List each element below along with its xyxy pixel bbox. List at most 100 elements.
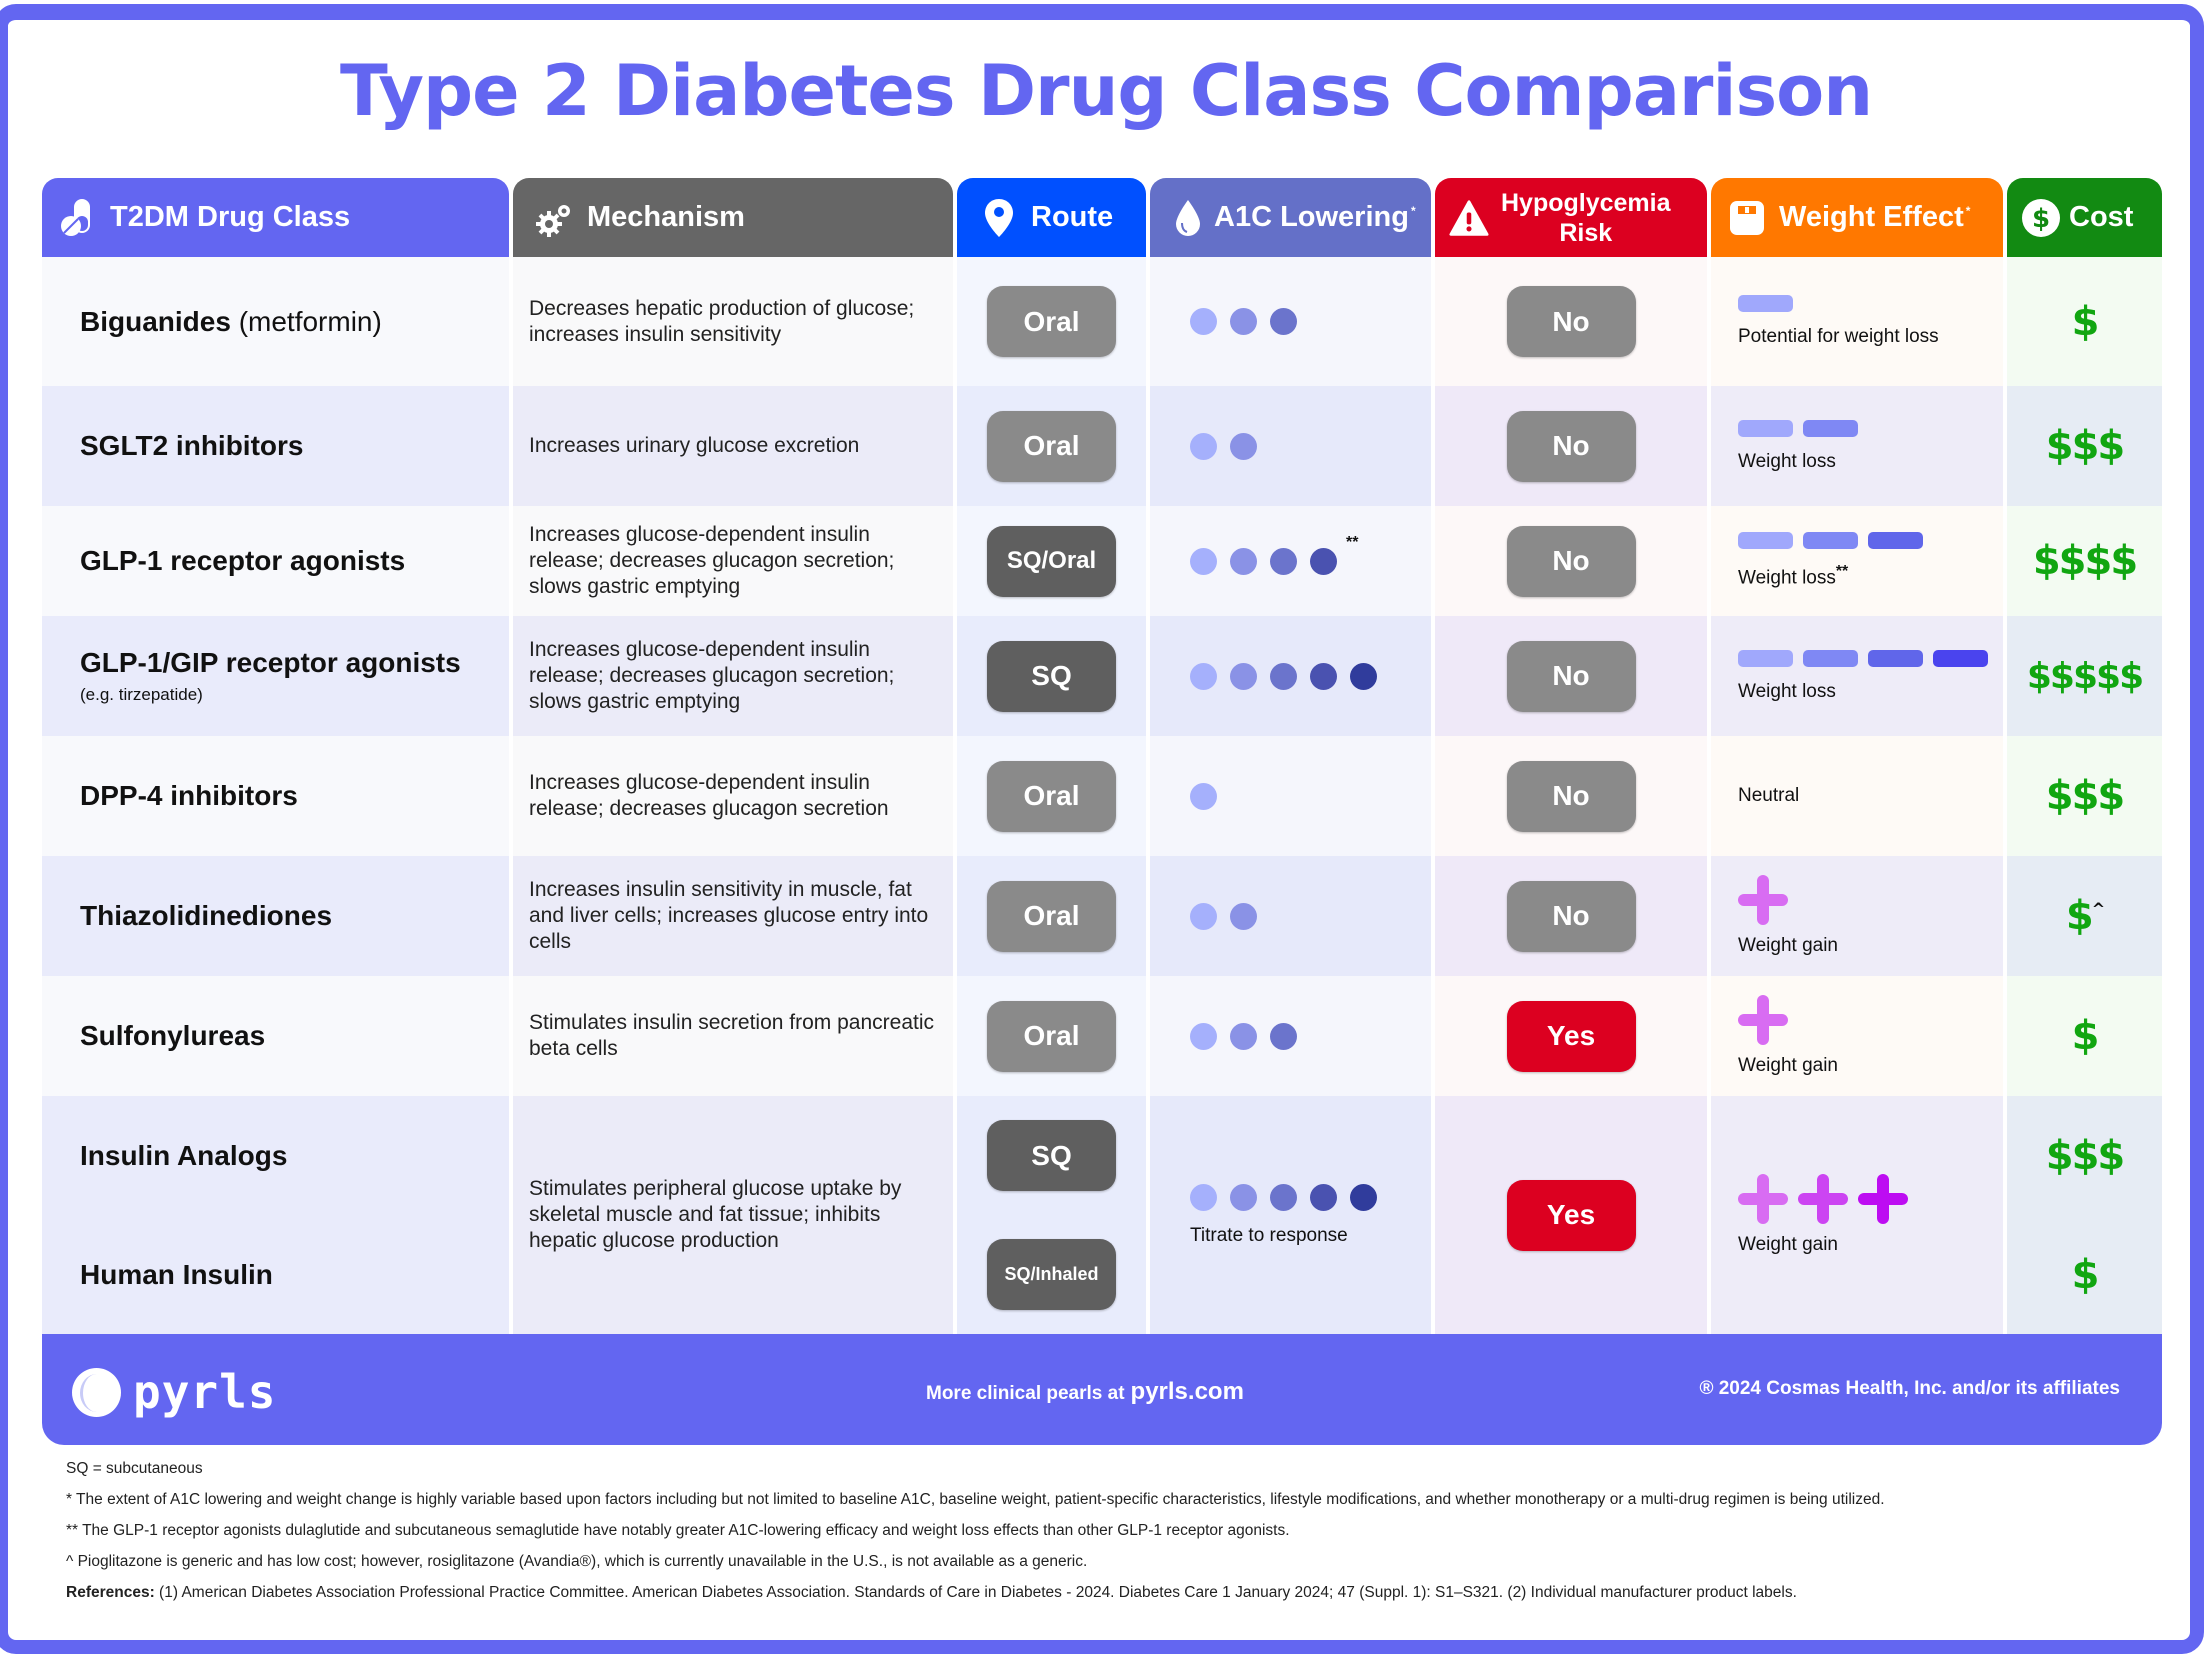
drug-class-name: Sulfonylureas	[80, 1020, 265, 1052]
cost-value: $$$$	[2032, 538, 2138, 584]
table-cell: No	[1435, 386, 1707, 506]
a1c-dot	[1190, 308, 1217, 335]
header-hypoglycemia: Hypoglycemia Risk	[1435, 178, 1707, 257]
table-cell: DPP-4 inhibitors	[42, 736, 509, 856]
hypoglycemia-badge: Yes	[1506, 1000, 1636, 1072]
table-cell: Potential for weight loss	[1711, 257, 2003, 386]
header-drug-class: T2DM Drug Class	[42, 178, 509, 257]
header-label: Route	[1031, 201, 1114, 233]
location-pin-icon	[979, 198, 1019, 238]
cost-value: $^	[2066, 893, 2105, 939]
table-cell: Increases glucose-dependent insulin rele…	[513, 616, 953, 736]
a1c-dot	[1190, 432, 1217, 460]
weight-loss-bars	[1738, 295, 1793, 312]
weight-label: Potential for weight loss	[1738, 326, 1939, 348]
mechanism-text: Increases glucose-dependent insulin rele…	[529, 771, 889, 820]
a1c-rating	[1150, 662, 1377, 690]
cost-value: $$$$$	[2026, 655, 2144, 697]
weight-label: Weight loss	[1738, 451, 1836, 473]
plus-icon	[1738, 1174, 1788, 1224]
a1c-dot	[1230, 547, 1257, 575]
route-badge: Oral	[987, 760, 1116, 832]
weight-loss-bar	[1738, 532, 1793, 550]
table-cell: Oral	[957, 976, 1146, 1096]
table-cell: $$$	[2007, 386, 2162, 506]
table-cell: Thiazolidinediones	[42, 856, 509, 976]
mechanism-text: Increases glucose-dependent insulin rele…	[529, 638, 895, 713]
drug-class-label: Insulin Analogs	[80, 1139, 288, 1171]
weight-label-text: Weight gain	[1738, 935, 1838, 956]
footnote-marker: **	[1346, 534, 1359, 551]
pyrls-logo[interactable]: pyrls	[72, 1365, 276, 1419]
footnotes: SQ = subcutaneous * The extent of A1C lo…	[66, 1457, 1885, 1612]
hypoglycemia-badge: No	[1506, 410, 1636, 482]
a1c-dot	[1310, 547, 1337, 575]
a1c-rating	[1150, 1183, 1377, 1211]
footnote-marker: *	[1965, 203, 1971, 218]
droplet-icon	[1168, 198, 1208, 238]
a1c-rating: **	[1150, 534, 1358, 575]
header-mechanism: Mechanism	[513, 178, 953, 257]
weight-label-text: Weight loss	[1738, 567, 1836, 589]
header-label: T2DM Drug Class	[110, 201, 351, 233]
footnote-caret: ^ Pioglitazone is generic and has low co…	[66, 1553, 1088, 1570]
a1c-dot	[1190, 1183, 1217, 1211]
header-weight: Weight Effect *	[1711, 178, 2003, 257]
table-cell: No	[1435, 506, 1707, 616]
weight-gain-icons	[1738, 875, 1788, 925]
a1c-dot	[1270, 547, 1297, 575]
header-a1c: A1C Lowering *	[1150, 178, 1431, 257]
header-label-line1: Hypoglycemia	[1501, 188, 1671, 217]
table-cell	[1150, 856, 1431, 976]
table-cell: Weight loss	[1711, 386, 2003, 506]
a1c-dot	[1230, 1183, 1257, 1211]
drug-class-name: Thiazolidinediones	[80, 900, 332, 932]
mechanism-text: Decreases hepatic production of glucose;…	[529, 296, 915, 346]
cost-symbols: $$$	[2045, 423, 2125, 469]
route-badge: SQ/Inhaled	[987, 1239, 1116, 1310]
table-cell: Oral	[957, 736, 1146, 856]
table-cell: $$$$	[2007, 506, 2162, 616]
mechanism-text: Stimulates insulin secretion from pancre…	[529, 1011, 935, 1060]
weight-loss-bar	[1738, 649, 1793, 667]
gears-icon	[535, 198, 575, 238]
a1c-rating	[1150, 1022, 1297, 1050]
a1c-dot	[1230, 1022, 1257, 1050]
drug-class-name: DPP-4 inhibitors	[80, 780, 298, 812]
cost-symbols: $$$$	[2032, 538, 2138, 584]
weight-label-text: Potential for weight loss	[1738, 326, 1939, 347]
cost-symbols: $	[2071, 1013, 2100, 1059]
weight-loss-bar	[1933, 649, 1988, 667]
route-badge: Oral	[987, 410, 1116, 482]
weight-label: Weight loss	[1738, 681, 1836, 703]
table-cell: SQ	[957, 616, 1146, 736]
weight-loss-bars	[1738, 649, 1988, 667]
footer-bar: pyrls More clinical pearls at pyrls.com ®…	[42, 1334, 2162, 1445]
a1c-dot	[1270, 1183, 1297, 1211]
route-badge: SQ	[987, 640, 1116, 712]
cost-symbols: $$$$$	[2026, 655, 2144, 697]
header-label: Hypoglycemia Risk	[1501, 188, 1671, 248]
plus-icon	[1858, 1174, 1908, 1224]
a1c-dot	[1230, 432, 1257, 460]
table-cell	[1150, 257, 1431, 386]
cost-symbols: $	[2071, 298, 2100, 345]
table-cell: Stimulates insulin secretion from pancre…	[513, 976, 953, 1096]
mechanism-text: Increases urinary glucose excretion	[529, 434, 860, 457]
header-label: A1C Lowering	[1214, 201, 1409, 233]
drug-class-label: GLP-1/GIP receptor agonists	[80, 647, 461, 678]
pyrls-link[interactable]: pyrls.com	[1130, 1378, 1244, 1405]
table-cell: Weight gain	[1711, 976, 2003, 1096]
a1c-dot	[1190, 1022, 1217, 1050]
hypoglycemia-badge: No	[1506, 286, 1636, 357]
weight-loss-bars	[1738, 419, 1858, 437]
hypoglycemia-badge: No	[1506, 880, 1636, 952]
a1c-dot	[1270, 662, 1297, 690]
a1c-label: Titrate to response	[1190, 1224, 1348, 1246]
table-cell: Weight loss	[1711, 616, 2003, 736]
route-badge: SQ	[987, 1120, 1116, 1191]
weight-label-text: Weight loss	[1738, 450, 1836, 472]
pearl-icon	[72, 1367, 121, 1417]
table-cell: Increases urinary glucose excretion	[513, 386, 953, 506]
table-cell: SGLT2 inhibitors	[42, 386, 509, 506]
